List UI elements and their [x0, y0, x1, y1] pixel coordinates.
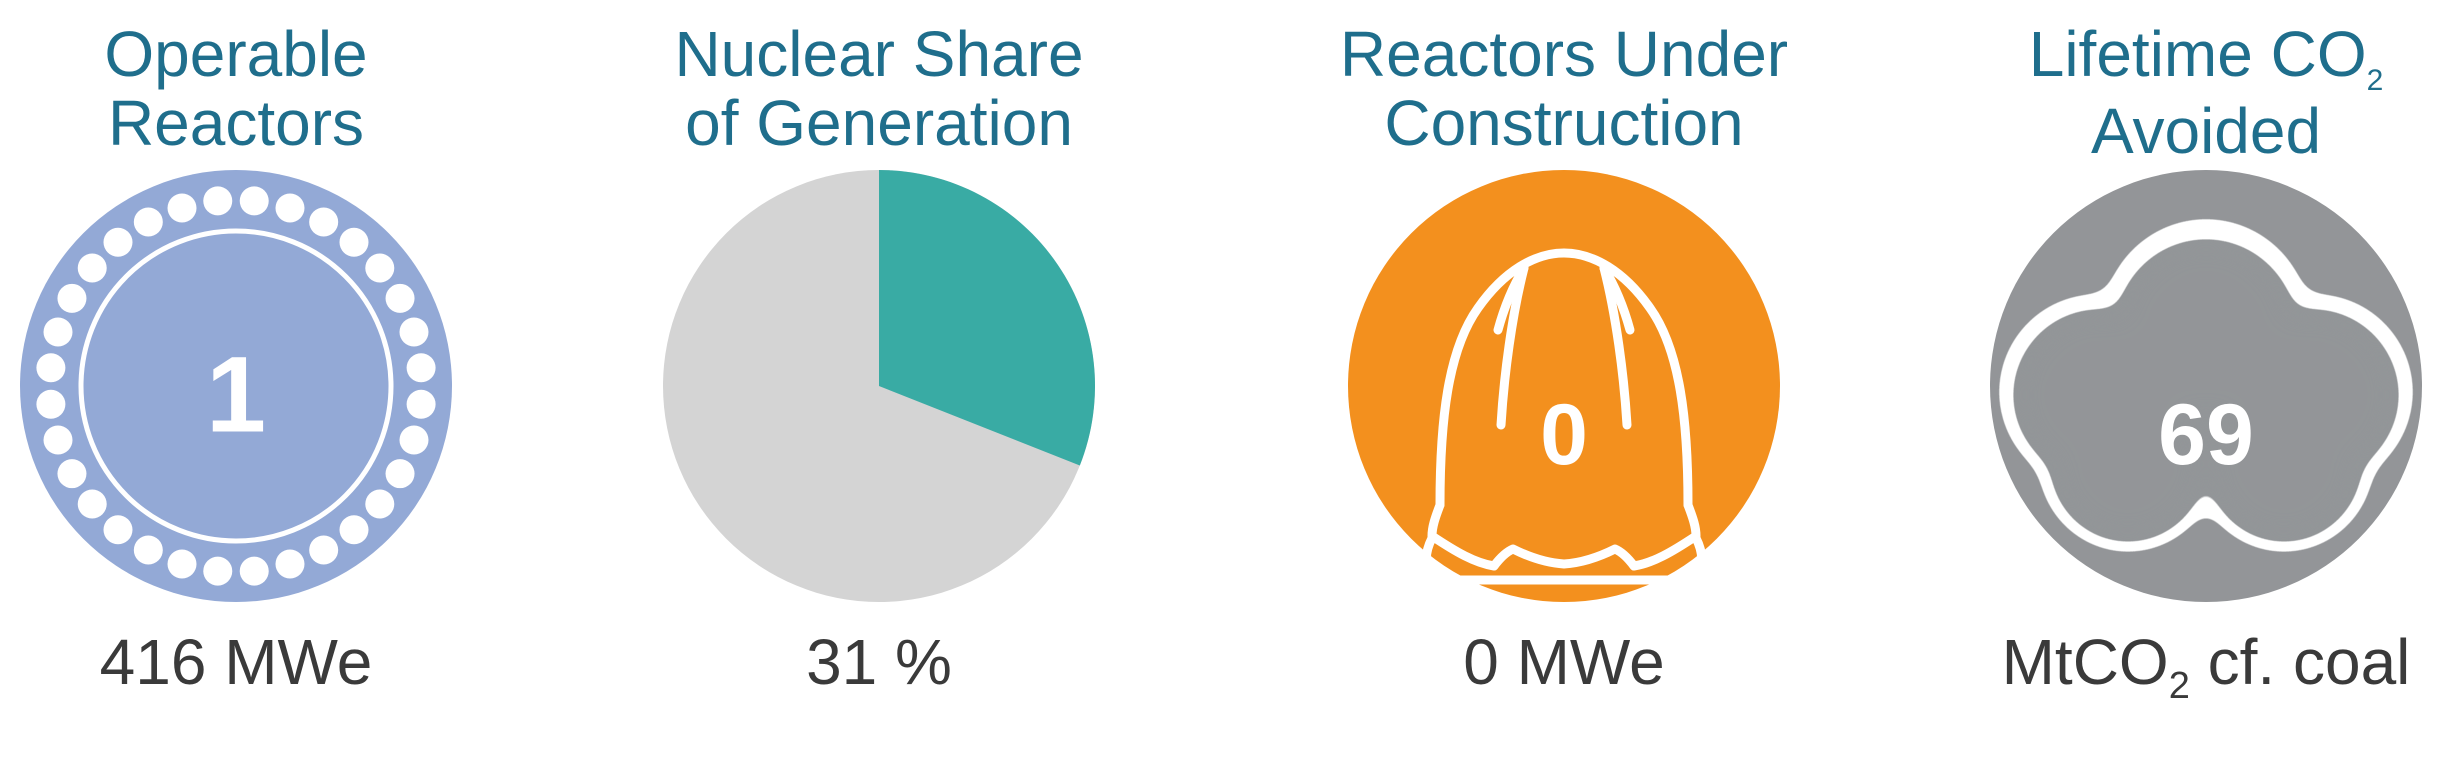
svg-text:69: 69 — [2158, 387, 2254, 483]
svg-text:0: 0 — [1540, 387, 1588, 483]
svg-text:1: 1 — [206, 334, 266, 455]
